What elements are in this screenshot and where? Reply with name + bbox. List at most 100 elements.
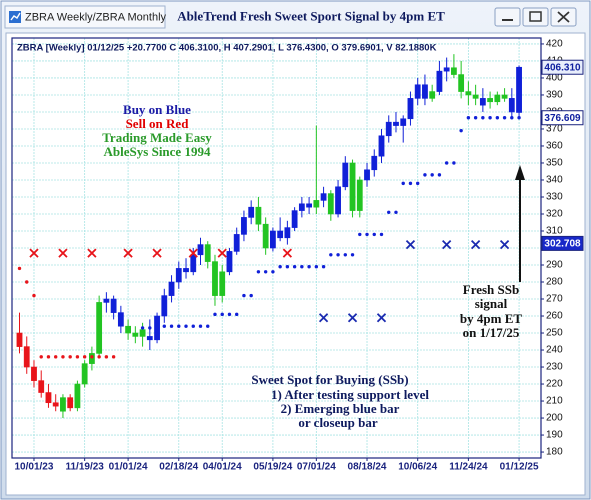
buy-stop-dot	[481, 116, 485, 120]
candle-body	[407, 98, 414, 120]
buy-x-marker	[405, 239, 416, 250]
candle-body	[103, 298, 110, 303]
candle-body	[255, 206, 262, 225]
candle-body	[23, 346, 30, 368]
tab[interactable]	[4, 5, 166, 29]
candle-body	[284, 227, 291, 239]
y-tick-label: 210	[546, 396, 563, 407]
candle-body	[508, 98, 515, 113]
sell-stop-dot	[82, 355, 87, 359]
x-tick-label: 07/01/24	[297, 462, 336, 473]
candle-body	[306, 203, 312, 208]
candle-body	[96, 302, 103, 354]
y-tick-label: 320	[546, 209, 563, 220]
candle-body	[349, 162, 356, 211]
candle-body	[385, 121, 392, 137]
buy-stop-dot	[466, 116, 471, 120]
buy-x-marker	[499, 239, 510, 250]
note-line: 2) Emerging blue bar	[281, 401, 400, 416]
buy-stop-dot	[473, 116, 478, 120]
sell-x-marker	[123, 248, 133, 258]
candle-body	[327, 193, 334, 215]
sell-stop-dot	[104, 355, 109, 359]
note-line: Buy on Blue	[123, 102, 191, 117]
buy-stop-dot	[372, 232, 376, 237]
y-tick-label: 270	[546, 294, 563, 305]
note-line: Sweet Spot for Buying (SSb)	[251, 372, 408, 387]
sell-x-marker	[87, 248, 97, 258]
y-tick-label: 420	[546, 39, 563, 50]
buy-stop-dot	[502, 116, 507, 120]
chart-title: AbleTrend Fresh Sweet Sport Signal by 4p…	[177, 8, 445, 23]
x-tick-label: 10/06/24	[398, 462, 437, 473]
note-line: signal	[475, 296, 508, 311]
y-tick-label: 220	[546, 379, 563, 390]
y-tick-label: 310	[546, 226, 563, 237]
sell-stop-dot	[46, 355, 51, 359]
x-tick-label: 01/12/25	[500, 462, 539, 473]
buy-stop-dot	[162, 324, 166, 328]
sell-stop-dot	[25, 280, 29, 284]
sell-x-marker	[217, 248, 227, 258]
buy-stop-dot	[220, 312, 224, 317]
legend-notes: Buy on Blue Sell on Red Trading Made Eas…	[102, 102, 212, 159]
candle-body	[241, 217, 247, 235]
candle-body	[335, 186, 341, 215]
candle-body	[16, 332, 23, 347]
buy-stop-dot	[394, 210, 398, 214]
candle-body	[356, 179, 363, 211]
minimize-button[interactable]	[494, 7, 521, 27]
candle-body	[183, 268, 189, 273]
buy-stop-dot	[423, 173, 427, 177]
y-tick-label: 350	[546, 158, 563, 169]
y-tick-label: 290	[546, 260, 563, 271]
buy-stop-dot	[155, 326, 159, 330]
candle-body	[465, 91, 472, 96]
candle-body	[226, 251, 233, 273]
buy-stop-dot	[444, 161, 449, 165]
candle-body	[378, 135, 385, 157]
y-tick-label: 330	[546, 192, 563, 203]
candle-body	[31, 366, 37, 381]
candle-body	[89, 353, 95, 364]
candle-body	[67, 397, 74, 409]
maximize-button[interactable]	[522, 7, 549, 27]
buy-stop-dot	[300, 265, 304, 269]
candle-body	[516, 66, 522, 113]
buy-stop-dot	[416, 181, 420, 186]
candle-body	[175, 268, 182, 283]
x-tick-label: 10/01/23	[15, 462, 54, 473]
y-tick-label: 360	[546, 141, 563, 152]
sell-stop-dot	[17, 266, 22, 271]
candle-body	[74, 383, 81, 409]
y-tick-label: 240	[546, 345, 563, 356]
close-glyph	[557, 11, 570, 23]
candle-body	[479, 98, 486, 106]
sell-stop-dot	[97, 355, 101, 359]
tab-icon-glyph	[10, 12, 21, 21]
buy-stop-dot	[307, 265, 311, 269]
y-tick-label: 340	[546, 175, 563, 186]
x-tick-label: 02/18/24	[159, 462, 198, 473]
y-tick-label: 390	[546, 90, 563, 101]
buy-stop-dot	[292, 265, 297, 269]
buy-stop-dot	[358, 232, 362, 237]
buy-stop-dot	[488, 116, 492, 120]
candle-body	[212, 261, 218, 296]
candle-body	[233, 234, 240, 252]
note-line: Sell on Red	[126, 116, 190, 131]
sweet-spot-note: Sweet Spot for Buying (SSb) 1) After tes…	[251, 372, 429, 430]
candle-body	[450, 67, 457, 75]
tab-label[interactable]: ZBRA Weekly/ZBRA Monthly	[25, 11, 167, 23]
buy-stop-dot	[256, 270, 261, 274]
buy-stop-dot	[191, 324, 195, 328]
buy-stop-dot	[278, 265, 282, 269]
candle-body	[248, 206, 255, 218]
candle-body	[146, 336, 153, 341]
buy-stop-dot	[510, 116, 514, 120]
signal-note: Fresh SSb signal by 4pm ET on 1/17/25	[460, 282, 522, 340]
candle-body	[219, 271, 226, 296]
candle-body	[458, 74, 465, 92]
buy-stop-dot	[495, 116, 500, 120]
